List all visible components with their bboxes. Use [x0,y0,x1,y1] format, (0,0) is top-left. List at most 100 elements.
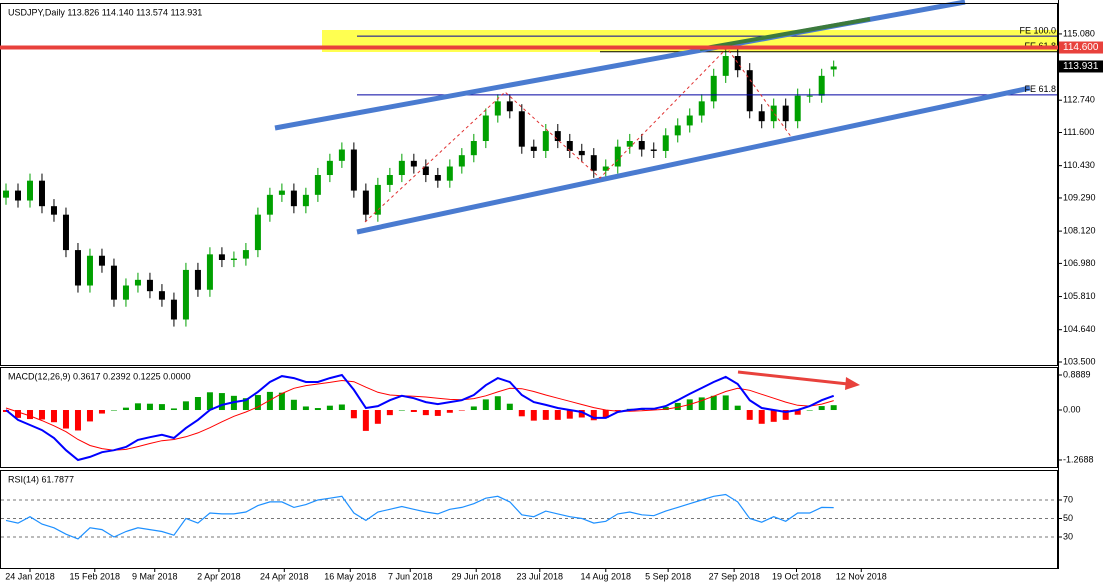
histogram-bar [242,398,249,411]
histogram-bar [314,408,321,411]
x-tick-label: 24 Apr 2018 [260,571,309,581]
y-tick-label: 110.430 [1063,160,1095,170]
histogram-bar [482,399,489,411]
histogram-bar [170,408,177,411]
candle-body [686,115,693,126]
y-tick-label: 50 [1063,513,1073,523]
y-tick-label: 0.00 [1063,404,1081,414]
candle-body [590,155,597,171]
candle-body [650,149,657,151]
current-price-tag [1059,60,1103,73]
candle-body [98,255,105,266]
x-tick-label: 12 Nov 2018 [836,571,887,581]
histogram-bar [38,410,45,420]
histogram-bar [518,410,525,417]
histogram-bar [422,410,429,416]
histogram-bar [794,410,801,415]
histogram-bar [98,410,105,414]
candle-body [506,101,513,112]
x-tick-label: 24 Jan 2018 [5,571,55,581]
candle-body [158,291,165,300]
y-tick-label: 106.980 [1063,258,1096,268]
histogram-bar [446,410,453,413]
x-tick-label: 23 Jul 2018 [517,571,564,581]
candle-body [482,115,489,142]
histogram-bar [254,395,261,411]
divergence-arrowhead [845,377,860,390]
histogram-bar [326,405,333,411]
candle-body [338,149,345,161]
histogram-bar [770,410,777,422]
macd-line [5,373,835,462]
histogram-bar [62,410,69,429]
histogram-bar [74,410,81,431]
candle-body [266,194,273,215]
green-trendline [699,17,871,51]
candle-body [38,180,45,207]
x-tick-label: 5 Sep 2018 [645,571,691,581]
y-tick-label: 108.120 [1063,225,1096,235]
y-tick-label: -1.2688 [1063,454,1094,464]
candle-body [638,141,645,150]
histogram-bar [26,410,33,420]
rsi-line [5,493,834,540]
histogram-bar [362,410,369,431]
histogram-bar [338,404,345,411]
histogram-bar [602,410,609,418]
candle-body [50,206,57,215]
histogram-bar [434,410,441,416]
histogram-bar [590,410,597,421]
histogram-bar [14,410,21,418]
signal-line [5,379,834,451]
candle-body [110,265,117,300]
histogram-bar [782,410,789,420]
candle-body [746,70,753,112]
candle-body [2,190,9,198]
candle-body [470,141,477,156]
histogram-bar [530,410,537,421]
histogram-bar [290,399,297,411]
histogram-bar [218,393,225,411]
panel-legend: RSI(14) 61.7877 [8,474,74,484]
candle-body [422,166,429,176]
current-price-label: 113.931 [1063,61,1099,72]
candle-body [362,190,369,215]
x-tick-label: 15 Feb 2018 [69,571,120,581]
candle-body [290,190,297,207]
candle-body [494,101,501,116]
candle-body [398,160,405,176]
candle-body [554,131,561,142]
price-line-tag [1059,41,1103,54]
y-tick-label: 0.8889 [1063,369,1091,379]
candle-body [578,150,585,156]
candle-body [794,95,801,122]
histogram-bar [350,410,357,419]
x-tick-label: 27 Sep 2018 [709,571,760,581]
histogram-bar [146,403,153,411]
y-tick-label: 112.740 [1063,95,1095,105]
panel-legend: MACD(12,26,9) 0.3617 0.2392 0.1225 0.000… [8,371,191,381]
y-tick-label: 104.640 [1063,324,1096,334]
drawings-layer [0,0,1058,569]
histogram-bar [566,410,573,419]
y-tick-label: 70 [1063,494,1073,504]
histogram-bar [506,403,513,411]
y-tick-label: 105.810 [1063,291,1096,301]
histogram-bar [746,410,753,420]
candle-body [602,166,609,171]
candle-body [278,190,285,195]
candle-body [86,255,93,286]
histogram-bar [110,410,117,411]
candle-body [230,258,237,261]
candle-body [566,141,573,151]
x-tick-label: 16 May 2018 [324,571,376,581]
price-line-label: 114.600 [1063,42,1099,53]
candle-body [170,299,177,320]
candle-body [62,214,69,251]
candle-body [518,111,525,147]
fibo-level-label: FE 100.0 [1019,26,1056,36]
x-tick-label: 29 Jun 2018 [451,571,501,581]
histogram-bar [614,410,621,411]
marks-layer [1,35,1058,540]
candle-body [134,279,141,286]
